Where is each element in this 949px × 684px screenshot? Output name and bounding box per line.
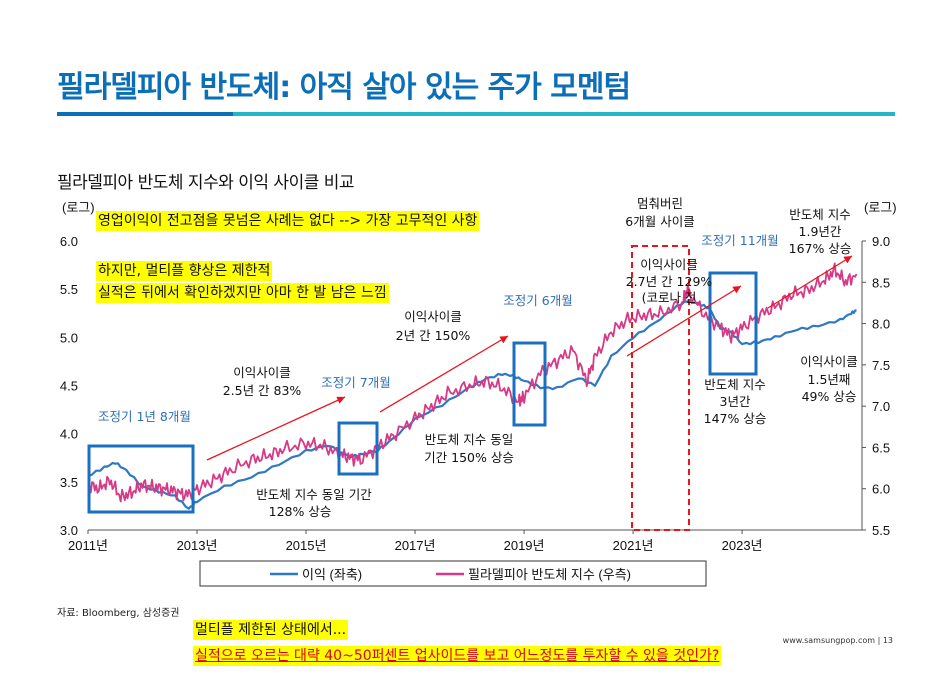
callout-mid-line1: 하지만, 멀티플 향상은 제한적 bbox=[96, 261, 273, 281]
annotation-correction-4: 조정기 11개월 bbox=[701, 233, 778, 248]
annotation-cycle3-sox-line3: 147% 상승 bbox=[704, 411, 767, 426]
correction-box-1 bbox=[87, 444, 195, 514]
legend: 이익 (좌축) 필라델피아 반도체 지수 (우측) bbox=[199, 560, 707, 587]
footer: www.samsungpop.com | 13 bbox=[782, 636, 893, 645]
x-tick-label: 2011년 bbox=[68, 538, 108, 553]
trend-arrows bbox=[206, 255, 853, 461]
annotation-correction-1: 조정기 1년 8개월 bbox=[98, 409, 191, 424]
callout-bottom-line2: 실적으로 오르는 대략 40~50퍼센트 업사이드를 보고 어느정도를 투자할 … bbox=[193, 646, 722, 666]
x-tick-label: 2013년 bbox=[177, 538, 218, 553]
annotation-cycle3-line1: 이익사이클 bbox=[640, 257, 698, 272]
annotations: 조정기 1년 8개월 이익사이클 2.5년 간 83% 조정기 7개월 반도체 … bbox=[98, 196, 858, 519]
annotation-cycle2-sox-line2: 기간 150% 상승 bbox=[424, 450, 514, 465]
right-tick-label: 6.5 bbox=[872, 440, 890, 455]
source-note: 자료: Bloomberg, 삼성증권 bbox=[57, 608, 180, 619]
annotation-cycle1-sox-line2: 128% 상승 bbox=[269, 504, 332, 519]
right-tick-label: 7.5 bbox=[872, 358, 890, 373]
title-rule-light bbox=[233, 112, 895, 116]
annotation-sox-now-line1: 반도체 지수 bbox=[789, 207, 850, 222]
x-tick-label: 2015년 bbox=[286, 538, 327, 553]
stall-box bbox=[631, 245, 690, 531]
right-tick-label: 7.0 bbox=[872, 399, 890, 414]
slide-title: 필라델피아 반도체: 아직 살아 있는 주가 모멘텀 bbox=[57, 70, 631, 105]
annotation-cycle2-line1: 이익사이클 bbox=[404, 309, 462, 324]
correction-box-2 bbox=[337, 421, 379, 476]
legend-label-earnings: 이익 (좌축) bbox=[302, 567, 362, 582]
callout-bottom-line1: 멀티플 제한된 상태에서... bbox=[193, 620, 349, 640]
left-axis-label: (로그) bbox=[62, 200, 95, 215]
right-tick-label: 8.0 bbox=[872, 317, 890, 332]
correction-box-3 bbox=[512, 341, 547, 427]
annotation-cycle2-line2: 2년 간 150% bbox=[396, 328, 471, 343]
x-tick-label: 2023년 bbox=[722, 538, 763, 553]
annotation-sox-now-line2: 1.9년간 bbox=[799, 224, 842, 239]
annotation-sox-now-line3: 167% 상승 bbox=[789, 241, 852, 256]
annotation-cycle3-line2: 2.7년 간 129% bbox=[626, 274, 713, 289]
annotation-cycle4-line2: 1.5년째 bbox=[808, 372, 851, 387]
annotation-cycle2-sox-line1: 반도체 지수 동일 bbox=[425, 432, 513, 447]
right-tick-label: 6.0 bbox=[872, 482, 890, 497]
callout-top: 영업이익이 전고점을 못넘은 사례는 없다 --> 가장 고무적인 사항 bbox=[96, 211, 480, 231]
left-axis-ticks: 3.0 3.5 4.0 4.5 5.0 5.5 6.0 bbox=[60, 234, 78, 538]
x-tick-label: 2021년 bbox=[613, 538, 654, 553]
left-tick-label: 5.5 bbox=[60, 282, 78, 297]
annotation-cycle1-line1: 이익사이클 bbox=[233, 365, 291, 380]
trend-arrow-3 bbox=[626, 285, 742, 357]
annotation-stall-line1: 멈춰버린 bbox=[637, 196, 683, 211]
legend-label-sox: 필라델피아 반도체 지수 (우측) bbox=[468, 567, 631, 582]
left-tick-label: 6.0 bbox=[60, 234, 78, 249]
annotation-cycle4-line3: 49% 상승 bbox=[802, 389, 857, 404]
x-tick-label: 2017년 bbox=[395, 538, 436, 553]
annotation-cycle4-line1: 이익사이클 bbox=[800, 354, 858, 369]
left-tick-label: 5.0 bbox=[60, 330, 78, 345]
annotation-correction-2: 조정기 7개월 bbox=[321, 375, 390, 390]
annotation-cycle1-sox-line1: 반도체 지수 동일 기간 bbox=[256, 487, 372, 502]
annotation-correction-3: 조정기 6개월 bbox=[503, 293, 572, 308]
left-tick-label: 4.0 bbox=[60, 427, 78, 442]
trend-arrow-4 bbox=[767, 255, 853, 309]
right-tick-label: 9.0 bbox=[872, 234, 890, 249]
annotation-cycle3-line3: (코로나 전 bbox=[642, 290, 697, 305]
left-tick-label: 4.5 bbox=[60, 379, 78, 394]
annotation-stall-line2: 6개월 사이클 bbox=[625, 214, 694, 229]
trend-arrow-1 bbox=[206, 396, 346, 461]
right-tick-label: 8.5 bbox=[872, 275, 890, 290]
annotation-cycle3-sox-line2: 3년간 bbox=[720, 394, 751, 409]
series-sox-line bbox=[87, 262, 858, 503]
callout-mid-line2: 실적은 뒤에서 확인하겠지만 아마 한 발 남은 느낌 bbox=[96, 283, 389, 303]
right-tick-label: 5.5 bbox=[872, 523, 890, 538]
chart-heading: 필라델피아 반도체 지수와 이익 사이클 비교 bbox=[57, 173, 355, 193]
left-tick-label: 3.0 bbox=[60, 523, 78, 538]
x-axis-ticks: 2011년 2013년 2015년 2017년 2019년 2021년 2023년 bbox=[68, 530, 763, 553]
right-axis-label: (로그) bbox=[864, 200, 897, 215]
annotation-cycle1-line2: 2.5년 간 83% bbox=[223, 383, 302, 398]
right-axis-ticks: 5.5 6.0 6.5 7.0 7.5 8.0 8.5 9.0 bbox=[861, 234, 890, 538]
title-rule-dark bbox=[57, 112, 233, 116]
annotation-cycle3-sox-line1: 반도체 지수 bbox=[704, 377, 765, 392]
correction-boxes bbox=[87, 245, 758, 531]
x-tick-label: 2019년 bbox=[504, 538, 545, 553]
trend-arrow-2 bbox=[379, 335, 509, 413]
left-tick-label: 3.5 bbox=[60, 475, 78, 490]
correction-box-4 bbox=[708, 271, 758, 376]
